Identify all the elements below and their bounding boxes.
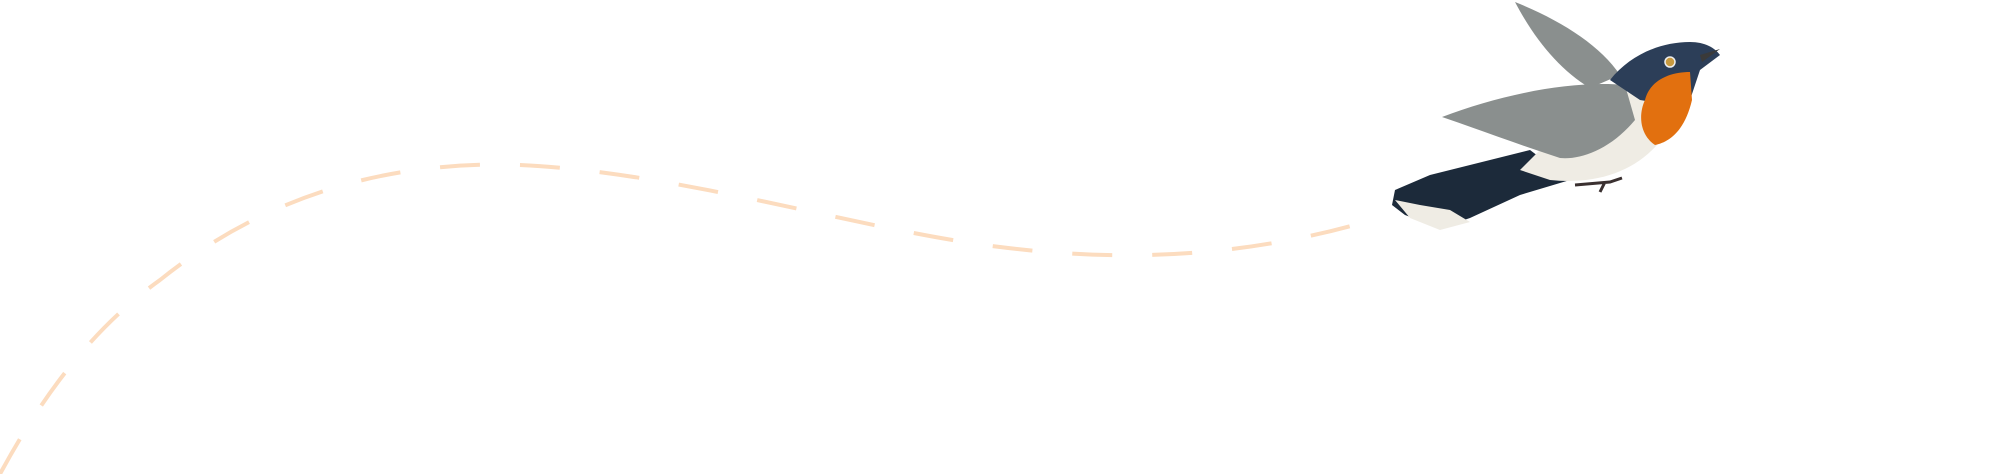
bird-illustration xyxy=(1392,2,1720,230)
bird-lower-wing xyxy=(1442,84,1635,159)
bird-tail-tip xyxy=(1395,200,1470,230)
bird-head xyxy=(1610,42,1720,105)
bird-upper-wing xyxy=(1515,2,1620,88)
bird-throat xyxy=(1641,72,1692,145)
dashed-flight-path xyxy=(0,162,1366,474)
bird-legs xyxy=(1574,176,1623,193)
bird-beak xyxy=(1700,49,1720,62)
bird-eye xyxy=(1664,56,1676,68)
